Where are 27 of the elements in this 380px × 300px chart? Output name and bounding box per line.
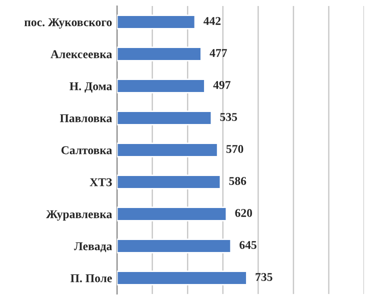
bar	[117, 110, 212, 126]
y-tick-label: Салтовка	[61, 146, 112, 154]
data-label: 535	[220, 113, 238, 121]
data-label: 442	[204, 17, 221, 25]
y-tick-label: Н. Дома	[70, 82, 112, 93]
data-label: 735	[256, 273, 272, 281]
bar	[117, 46, 202, 62]
data-label: 497	[213, 81, 230, 89]
y-tick-label: ХТЗ	[90, 178, 112, 186]
bar	[117, 14, 196, 30]
y-tick-label: Алексеевка	[50, 50, 112, 58]
data-label: 620	[235, 208, 252, 217]
data-label: 586	[229, 176, 246, 185]
bar	[117, 174, 222, 190]
data-label: 477	[210, 49, 227, 57]
data-label: 645	[240, 241, 256, 249]
data-label: 570	[226, 144, 244, 153]
y-tick-label: Левада	[74, 242, 112, 252]
bar	[117, 78, 206, 94]
bar	[117, 270, 248, 286]
y-tick-label: пос. Жуковского	[24, 18, 112, 29]
bar	[117, 238, 232, 254]
y-tick-label: Павловка	[60, 114, 112, 122]
bar	[117, 142, 218, 158]
y-tick-label: П. Поле	[70, 274, 112, 282]
y-tick-label: Журавлевка	[46, 210, 112, 221]
bar	[117, 206, 228, 222]
